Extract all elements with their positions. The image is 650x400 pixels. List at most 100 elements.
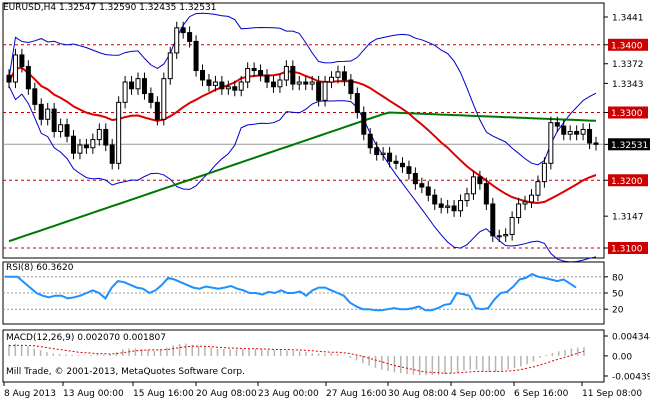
price-level-tag-label: 1.3200 [611, 177, 643, 187]
candle-body [232, 86, 238, 91]
candle-body [322, 81, 328, 101]
candle-body [225, 86, 231, 90]
symbol-header: EURUSD,H4 1.32547 1.32590 1.32435 1.3253… [3, 3, 216, 13]
candle-body [335, 71, 341, 78]
candle-body [270, 81, 276, 88]
candle-body [451, 205, 457, 212]
time-axis-label: 27 Aug 16:00 [326, 389, 387, 399]
candle-body [354, 93, 360, 114]
candle-body [109, 144, 115, 164]
candle-body [425, 186, 431, 196]
candle-body [51, 108, 57, 132]
candle-body [200, 70, 206, 81]
moving-average-fast [8, 66, 597, 205]
time-axis-label: 6 Sep 16:00 [514, 389, 569, 399]
candle-body [64, 124, 70, 137]
price-level-tag [608, 106, 648, 119]
rsi-tick-label: 50 [612, 290, 624, 300]
macd-signal-line [8, 344, 585, 374]
current-price-tag [608, 138, 650, 151]
candle-body [251, 67, 257, 72]
candle-body [516, 203, 522, 219]
copyright-label: Mill Trade, © 2001-2013, MetaQuotes Soft… [6, 367, 245, 377]
candle-body [574, 130, 580, 135]
candle-body [387, 152, 393, 162]
candle-body [490, 203, 496, 237]
candle-body [535, 181, 541, 196]
macd-tick-label: 0.00 [612, 352, 632, 362]
candle-body [38, 103, 44, 120]
candle-body [348, 79, 354, 95]
bollinger-lower [8, 85, 597, 263]
current-price-tag-label: 1.32531 [611, 141, 648, 151]
candle-body [32, 88, 38, 105]
time-axis-label: 30 Aug 08:00 [388, 389, 449, 399]
price-level-tag [608, 242, 648, 254]
candle-body [541, 162, 547, 183]
candle-body [561, 125, 567, 135]
price-level-tag-label: 1.3100 [611, 245, 643, 255]
candle-body [316, 81, 322, 101]
candle-body [193, 40, 199, 72]
price-level-tag [608, 174, 648, 187]
time-axis-label: 15 Aug 16:00 [133, 389, 194, 399]
candle-body [264, 74, 270, 83]
candle-body [393, 160, 399, 164]
candle-body [154, 101, 160, 120]
candle-body [77, 144, 83, 154]
candle-body [122, 81, 128, 103]
rsi-tick-label: 20 [612, 306, 624, 316]
candle-body [25, 65, 31, 90]
candle-body [464, 193, 470, 202]
candle-body [361, 112, 367, 135]
candle-body [593, 142, 599, 145]
candle-body [6, 74, 12, 83]
candle-body [503, 233, 509, 237]
bollinger-upper [8, 12, 597, 166]
candle-body [45, 108, 51, 120]
rsi-label: RSI(8) 60.3620 [6, 263, 74, 273]
candle-body [367, 133, 373, 149]
candle-body [167, 52, 173, 80]
candle-body [96, 128, 102, 141]
candle-body [329, 76, 335, 83]
time-axis-label: 8 Aug 2013 [4, 389, 56, 399]
candle-body [135, 78, 141, 90]
moving-average-slow [8, 111, 597, 243]
candle-body [412, 172, 418, 185]
candle-body [432, 194, 438, 205]
candle-body [296, 81, 302, 85]
candle-body [238, 81, 244, 91]
candle-body [445, 205, 451, 208]
candle-body [290, 65, 296, 85]
candle-body [19, 54, 25, 67]
candle-body [258, 70, 264, 76]
candle-body [341, 71, 347, 81]
candle-body [509, 217, 515, 235]
macd-tick-label: -0.004397 [612, 373, 650, 383]
price-tick-label: 1.3441 [612, 14, 644, 24]
candle-body [90, 139, 96, 149]
price-tick-label: 1.3147 [612, 213, 644, 223]
candle-body [567, 130, 573, 135]
candle-body [103, 128, 109, 146]
candle-body [283, 65, 289, 81]
candle-body [219, 81, 225, 90]
candle-body [554, 122, 560, 127]
candle-body [129, 81, 135, 90]
candle-body [548, 122, 554, 164]
time-axis-label: 13 Aug 00:00 [63, 389, 124, 399]
candle-body [58, 124, 64, 132]
candle-body [71, 135, 77, 154]
candle-body [380, 152, 386, 156]
candle-body [116, 101, 122, 164]
candle-body [161, 78, 167, 120]
price-level-tag [608, 38, 648, 51]
candle-body [12, 54, 18, 83]
candle-body [206, 79, 212, 86]
candle-body [477, 176, 483, 185]
macd-label: MACD(12,26,9) 0.002070 0.001807 [6, 333, 166, 343]
time-axis-label: 11 Sep 08:00 [582, 389, 642, 399]
